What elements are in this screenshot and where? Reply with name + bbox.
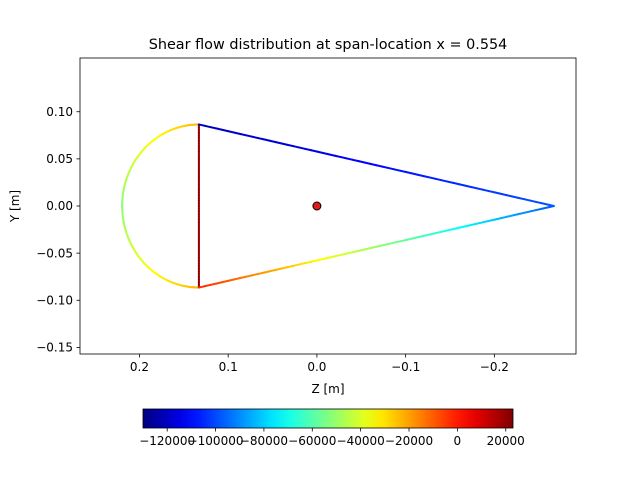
chart-title: Shear flow distribution at span-location… — [149, 37, 508, 53]
x-tick-label: 0.2 — [130, 360, 149, 374]
x-tick-label: −0.1 — [391, 360, 420, 374]
x-tick-label: 0.1 — [219, 360, 238, 374]
colorbar-tick-label: −100000 — [188, 434, 244, 448]
x-axis-label: Z [m] — [311, 382, 344, 396]
x-axis-ticks: 0.2 0.1 0.0 −0.1 −0.2 — [130, 354, 509, 374]
colorbar-tick-label: 20000 — [487, 434, 525, 448]
plot-frame — [80, 58, 576, 354]
y-tick-label: −0.15 — [36, 341, 73, 355]
reference-point-marker — [313, 202, 321, 210]
y-tick-label: 0.10 — [46, 105, 73, 119]
colorbar — [143, 409, 513, 428]
colorbar-tick-label: −20000 — [385, 434, 433, 448]
x-tick-label: 0.0 — [307, 360, 326, 374]
plot-area — [122, 124, 554, 287]
leading-edge-upper-arc — [122, 124, 199, 206]
upper-skin — [199, 124, 554, 206]
colorbar-tick-label: −80000 — [240, 434, 288, 448]
y-axis-label: Y [m] — [8, 190, 22, 223]
colorbar-tick-label: −60000 — [288, 434, 336, 448]
y-axis-ticks: 0.10 0.05 0.00 −0.05 −0.10 −0.15 — [36, 105, 80, 355]
lower-skin-piece — [199, 286, 205, 287]
leading-edge-lower-arc — [122, 206, 199, 288]
lower-skin — [199, 206, 554, 288]
y-tick-label: 0.00 — [46, 199, 73, 213]
y-tick-label: 0.05 — [46, 152, 73, 166]
y-tick-label: −0.05 — [36, 246, 73, 260]
colorbar-tick-label: 0 — [454, 434, 462, 448]
x-tick-label: −0.2 — [480, 360, 509, 374]
colorbar-tick-label: −40000 — [337, 434, 385, 448]
y-tick-label: −0.10 — [36, 293, 73, 307]
